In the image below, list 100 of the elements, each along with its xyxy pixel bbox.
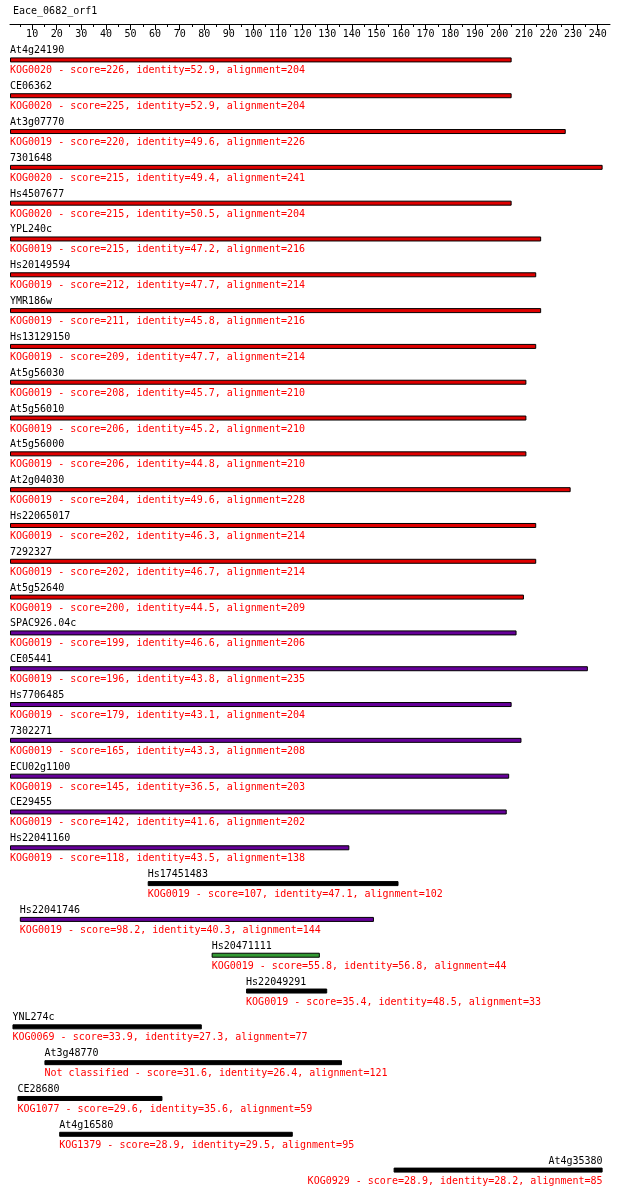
- y-tick-label: Hs22065017: [10, 509, 71, 521]
- y-tick-label: CE28680: [17, 1082, 60, 1094]
- y-tick-label: At5g56000: [10, 438, 65, 450]
- y-tick-label: At5g56010: [10, 402, 65, 414]
- data-label: KOG0019 - score=118, identity=43.5, alignment=138: [10, 852, 306, 864]
- y-tick-label: YNL274c: [12, 1011, 55, 1023]
- x-tick-label: 70: [173, 27, 186, 39]
- data-label: KOG0019 - score=202, identity=46.7, alignment=214: [10, 565, 306, 577]
- y-tick-label: CE05441: [10, 653, 53, 665]
- x-tick-label: 150: [367, 27, 386, 39]
- x-tick-label: 160: [391, 27, 411, 39]
- x-tick-label: 240: [588, 27, 607, 39]
- x-tick-label: 130: [318, 27, 337, 39]
- data-label: KOG0020 - score=215, identity=50.5, alignment=204: [10, 207, 306, 219]
- data-label: KOG0019 - score=199, identity=46.6, alignment=206: [10, 637, 306, 649]
- y-tick-label: Hs20149594: [10, 259, 71, 271]
- data-label: KOG0019 - score=220, identity=49.6, alignment=226: [10, 136, 306, 148]
- x-tick-label: 230: [564, 27, 583, 39]
- y-tick-label: Hs13129150: [10, 330, 71, 342]
- bar: [10, 666, 588, 672]
- data-label: Not classified - score=31.6, identity=26.4, alignment=121: [44, 1067, 388, 1079]
- x-tick-label: 120: [293, 27, 312, 39]
- data-label: KOG0019 - score=204, identity=49.6, alignment=228: [10, 494, 306, 506]
- x-tick-label: 210: [514, 27, 533, 39]
- bar: [10, 379, 527, 385]
- data-label: KOG0020 - score=215, identity=49.4, alignment=241: [10, 171, 306, 183]
- bar: [10, 773, 510, 779]
- bar: [10, 200, 512, 206]
- data-label: KOG0019 - score=35.4, identity=48.5, alignment=33: [246, 995, 542, 1007]
- bar: [10, 451, 527, 457]
- y-tick-label: 7301648: [10, 151, 53, 163]
- x-tick-label: 30: [75, 27, 88, 39]
- bar: [10, 415, 527, 421]
- y-tick-label: YMR186w: [10, 295, 54, 307]
- data-label: KOG0019 - score=142, identity=41.6, alignment=202: [10, 816, 306, 828]
- y-tick-label: At4g16580: [59, 1118, 114, 1130]
- data-label: KOG0019 - score=215, identity=47.2, alignment=216: [10, 243, 306, 255]
- data-label: KOG0019 - score=206, identity=44.8, alignment=210: [10, 458, 306, 470]
- y-tick-label: SPAC926.04c: [10, 617, 77, 629]
- data-label: KOG0020 - score=226, identity=52.9, alignment=204: [10, 64, 306, 76]
- x-tick-label: 100: [244, 27, 263, 39]
- y-tick-label: At5g52640: [10, 581, 65, 593]
- y-tick-label: CE06362: [10, 80, 53, 92]
- bar: [10, 702, 512, 708]
- bar: [10, 308, 542, 314]
- y-tick-label: ECU02g1100: [10, 760, 71, 772]
- y-tick-label: Hs20471111: [211, 939, 272, 951]
- bar: [10, 630, 517, 636]
- bar: [59, 1131, 293, 1137]
- data-label: KOG0019 - score=211, identity=45.8, alignment=216: [10, 315, 306, 327]
- x-tick-label: 110: [269, 27, 288, 39]
- data-label: KOG0019 - score=212, identity=47.7, alignment=214: [10, 279, 306, 291]
- x-tick-label: 140: [342, 27, 361, 39]
- data-label: KOG0019 - score=200, identity=44.5, alignment=209: [10, 601, 306, 613]
- data-label: KOG0019 - score=196, identity=43.8, alignment=235: [10, 673, 306, 685]
- y-tick-label: Hs22049291: [246, 975, 307, 987]
- bar: [10, 93, 512, 99]
- data-label: KOG0019 - score=206, identity=45.2, alignment=210: [10, 422, 306, 434]
- bar: [10, 594, 524, 600]
- bar: [10, 809, 507, 815]
- bar: [393, 1167, 603, 1173]
- x-tick-label: 200: [490, 27, 509, 39]
- y-tick-label: At2g04030: [10, 474, 65, 486]
- y-tick-label: YPL240c: [10, 223, 53, 235]
- bar: [10, 57, 512, 63]
- y-tick-label: Hs22041160: [10, 832, 71, 844]
- bar: [19, 916, 374, 922]
- bar: [10, 737, 522, 743]
- x-tick-label: 10: [26, 27, 39, 39]
- bar: [147, 881, 399, 887]
- data-label: KOG0019 - score=165, identity=43.3, alignment=208: [10, 744, 306, 756]
- y-tick-label: 7302271: [10, 724, 53, 736]
- y-tick-label: Hs4507677: [10, 187, 65, 199]
- x-tick-label: 20: [50, 27, 63, 39]
- bar: [10, 343, 537, 349]
- bar: [10, 164, 603, 170]
- bar: [44, 1060, 342, 1066]
- y-tick-label: At4g24190: [10, 44, 65, 56]
- x-tick-label: 50: [124, 27, 137, 39]
- data-label: KOG0019 - score=179, identity=43.1, alignment=204: [10, 709, 306, 721]
- x-tick-label: 60: [149, 27, 162, 39]
- x-tick-label: 220: [539, 27, 558, 39]
- x-tick-label: 80: [198, 27, 211, 39]
- y-tick-label: At4g35380: [548, 1154, 603, 1166]
- data-label: KOG0019 - score=208, identity=45.7, alignment=210: [10, 386, 306, 398]
- y-tick-label: At3g07770: [10, 116, 65, 128]
- bar: [12, 1024, 202, 1030]
- bar: [246, 988, 328, 994]
- data-label: KOG0020 - score=225, identity=52.9, alignment=204: [10, 100, 306, 112]
- bar: [10, 129, 566, 135]
- bar: [10, 558, 537, 564]
- x-tick-label: 170: [416, 27, 435, 39]
- data-label: KOG0069 - score=33.9, identity=27.3, alignment=77: [12, 1031, 308, 1043]
- x-tick-label: 40: [99, 27, 112, 39]
- bar: [10, 487, 571, 493]
- data-label: KOG0019 - score=98.2, identity=40.3, alignment=144: [19, 923, 321, 935]
- x-tick-label: 180: [441, 27, 460, 39]
- x-tick-label: 90: [222, 27, 235, 39]
- bar: [10, 522, 537, 528]
- y-tick-label: Hs7706485: [10, 689, 65, 701]
